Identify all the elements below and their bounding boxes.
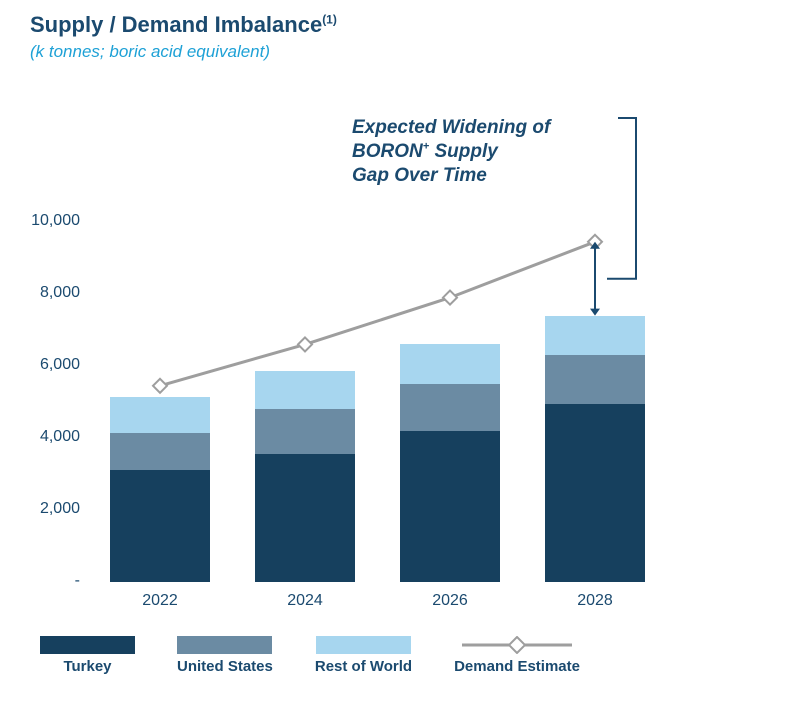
legend-item: Demand Estimate bbox=[454, 636, 580, 675]
bar-segment bbox=[400, 431, 500, 582]
chart-title: Supply / Demand Imbalance(1) bbox=[30, 12, 337, 38]
bar-segment bbox=[545, 316, 645, 356]
y-tick-label: - bbox=[20, 572, 80, 590]
bar-segment bbox=[110, 433, 210, 471]
annotation-line2a: BORON bbox=[352, 141, 423, 162]
annotation-line3: Gap Over Time bbox=[352, 165, 487, 186]
annotation-line2b: Supply bbox=[429, 141, 498, 162]
y-tick-label: 6,000 bbox=[20, 356, 80, 374]
legend: Turkey United States Rest of World Demand E… bbox=[40, 636, 800, 675]
bar-segment bbox=[400, 384, 500, 431]
gap-annotation-text: Expected Widening of BORON+ Supply Gap O… bbox=[352, 116, 612, 187]
x-tick-label: 2026 bbox=[400, 592, 500, 610]
x-tick-label: 2028 bbox=[545, 592, 645, 610]
legend-item: Rest of World bbox=[315, 636, 412, 675]
page: { "title": { "main": "Supply / Demand Im… bbox=[0, 0, 806, 712]
chart-title-superscript: (1) bbox=[322, 13, 337, 27]
title-block: Supply / Demand Imbalance(1) (k tonnes; … bbox=[30, 12, 337, 62]
y-tick-label: 10,000 bbox=[20, 212, 80, 230]
bar-segment bbox=[110, 397, 210, 433]
y-tick-label: 8,000 bbox=[20, 284, 80, 302]
bar-segment bbox=[545, 404, 645, 582]
bar-stack bbox=[400, 344, 500, 582]
x-tick-label: 2024 bbox=[255, 592, 355, 610]
legend-label: Demand Estimate bbox=[454, 658, 580, 675]
legend-item: United States bbox=[177, 636, 273, 675]
legend-swatch bbox=[177, 636, 272, 654]
x-tick-label: 2022 bbox=[110, 592, 210, 610]
legend-label: Rest of World bbox=[315, 658, 412, 675]
bar-segment bbox=[110, 470, 210, 582]
bar-stack bbox=[545, 316, 645, 582]
legend-swatch bbox=[40, 636, 135, 654]
bar-segment bbox=[255, 454, 355, 582]
chart-subtitle: (k tonnes; boric acid equivalent) bbox=[30, 42, 337, 62]
legend-item: Turkey bbox=[40, 636, 135, 675]
bar-segment bbox=[255, 409, 355, 454]
bar-stack bbox=[255, 371, 355, 582]
plot-area bbox=[95, 222, 675, 582]
legend-line-swatch bbox=[462, 636, 572, 654]
chart-area: -2,0004,0006,0008,00010,000 202220242026… bbox=[95, 222, 675, 582]
legend-swatch bbox=[316, 636, 411, 654]
bar-segment bbox=[545, 355, 645, 404]
y-tick-label: 2,000 bbox=[20, 500, 80, 518]
bar-segment bbox=[400, 344, 500, 384]
legend-label: United States bbox=[177, 658, 273, 675]
bar-segment bbox=[255, 371, 355, 409]
chart-title-main: Supply / Demand Imbalance bbox=[30, 12, 322, 37]
y-tick-label: 4,000 bbox=[20, 428, 80, 446]
bar-stack bbox=[110, 397, 210, 582]
legend-label: Turkey bbox=[63, 658, 111, 675]
annotation-line1: Expected Widening of bbox=[352, 117, 550, 138]
